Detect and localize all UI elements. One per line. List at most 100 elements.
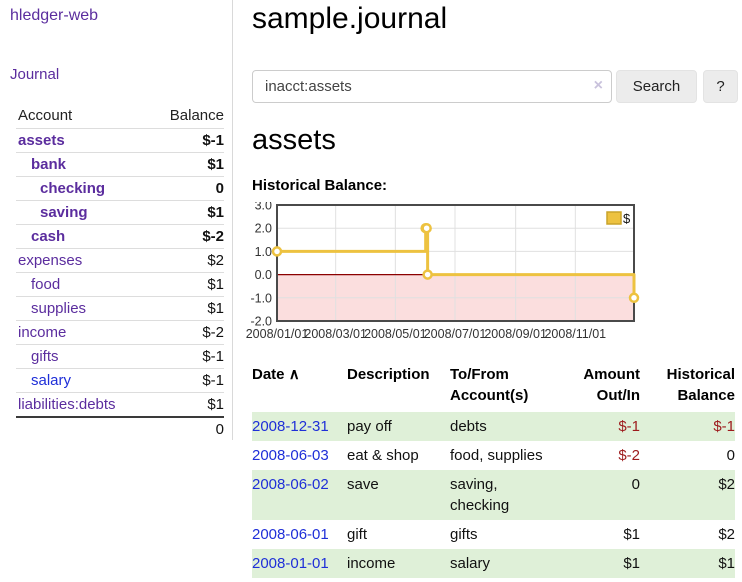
sort-ascending-icon: ∧ — [288, 366, 300, 383]
app-title-link[interactable]: hledger-web — [10, 7, 99, 24]
y-tick-label: -2.0 — [250, 315, 272, 329]
transaction-date-link[interactable]: 2008-06-03 — [252, 447, 329, 464]
account-balance: $-1 — [150, 128, 224, 153]
x-tick-label: 2008/01/01 — [246, 327, 309, 341]
account-link-saving[interactable]: saving — [40, 203, 88, 221]
account-row: assets $-1 — [16, 128, 224, 153]
account-balance: $1 — [150, 152, 224, 177]
amount-column-header: Amount Out/In — [583, 366, 640, 404]
account-row: bank $1 — [16, 152, 224, 177]
search-input[interactable] — [252, 70, 612, 103]
transaction-accounts: gifts — [450, 526, 478, 543]
transaction-accounts: food, supplies — [450, 447, 543, 464]
accounts-column-header: To/From Account(s) — [450, 366, 529, 404]
account-link-checking[interactable]: checking — [40, 179, 106, 197]
account-row: income $-2 — [16, 320, 224, 345]
account-heading: assets — [252, 124, 336, 156]
transaction-description: save — [347, 476, 379, 493]
accounts-table-header: Account Balance — [16, 104, 224, 129]
account-balance: 0 — [150, 176, 224, 201]
transaction-description: eat & shop — [347, 447, 419, 464]
account-balance: $1 — [150, 200, 224, 225]
sidebar-divider — [232, 0, 233, 440]
account-row: checking 0 — [16, 176, 224, 201]
y-tick-label: -1.0 — [250, 291, 272, 305]
transaction-date-link[interactable]: 2008-06-01 — [252, 526, 329, 543]
account-row: salary $-1 — [16, 368, 224, 393]
account-row: liabilities:debts $1 — [16, 392, 224, 417]
page-title: sample.journal — [252, 2, 448, 35]
transaction-balance: $2 — [718, 526, 735, 543]
y-tick-label: 1.0 — [255, 245, 272, 259]
sidebar-item-journal[interactable]: Journal — [10, 66, 60, 83]
transaction-amount: $-1 — [618, 418, 640, 435]
account-link-bank[interactable]: bank — [31, 155, 67, 173]
accounts-total-row: 0 — [16, 415, 224, 441]
y-tick-label: 3.0 — [255, 202, 272, 213]
account-row: expenses $2 — [16, 248, 224, 273]
data-point-marker — [271, 246, 283, 257]
account-link-income[interactable]: income — [18, 323, 67, 341]
data-point-marker — [628, 292, 640, 304]
legend-swatch-icon — [606, 211, 622, 225]
account-row: saving $1 — [16, 200, 224, 225]
account-row: gifts $-1 — [16, 344, 224, 369]
historical-balance-chart: $3.0 2.0 1.0 0.0 -1.0 -2.0 2008/01/01 2008/03/0… — [245, 199, 641, 351]
date-column-header[interactable]: Date ∧ — [252, 366, 300, 383]
description-column-header: Description — [347, 366, 430, 383]
register-header-row: Date ∧ Description To/From Account(s) Am… — [252, 362, 735, 412]
transaction-balance: $2 — [718, 476, 735, 493]
account-link-liabilities-debts[interactable]: liabilities:debts — [18, 395, 116, 413]
account-balance: $2 — [150, 248, 224, 273]
clear-search-icon[interactable]: × — [593, 77, 603, 94]
account-balance: $1 — [150, 296, 224, 321]
account-link-supplies[interactable]: supplies — [31, 299, 87, 317]
accounts-balance-table: Account Balance assets $-1 bank $1 checking 0… — [16, 104, 224, 441]
x-tick-label: 2008/11/01 — [544, 327, 606, 341]
account-link-salary[interactable]: salary — [31, 371, 72, 389]
account-balance: $1 — [150, 392, 224, 417]
transaction-amount: $-2 — [618, 447, 640, 464]
plot-border — [276, 204, 635, 322]
accounts-total-value: 0 — [150, 415, 224, 441]
transaction-date-link[interactable]: 2008-06-02 — [252, 476, 329, 493]
chart-svg: $3.0 2.0 1.0 0.0 -1.0 -2.02008/01/012008/03/0… — [246, 199, 640, 341]
register-row: 2008-06-01 gift gifts $1 $2 — [252, 520, 735, 549]
transaction-amount: 0 — [631, 476, 640, 493]
transaction-balance: $-1 — [713, 418, 735, 435]
transaction-description: pay off — [347, 418, 392, 435]
register-row: 2008-06-03 eat & shop food, supplies $-2 0 — [252, 441, 735, 470]
account-link-gifts[interactable]: gifts — [31, 347, 59, 365]
transaction-description: income — [347, 555, 396, 572]
account-balance: $-2 — [150, 320, 224, 345]
account-balance: $-1 — [150, 368, 224, 393]
accounts-total-spacer — [16, 415, 151, 441]
transaction-date-link[interactable]: 2008-12-31 — [252, 418, 329, 435]
register-table: Date ∧ Description To/From Account(s) Am… — [252, 362, 735, 578]
transaction-balance: $1 — [718, 555, 735, 572]
historical-balance-label: Historical Balance: — [252, 177, 388, 194]
x-tick-label: 2008/03/01 — [304, 327, 367, 341]
x-tick-label: 2008/09/01 — [484, 327, 547, 341]
account-row: supplies $1 — [16, 296, 224, 321]
account-link-assets[interactable]: assets — [18, 131, 65, 149]
account-row: cash $-2 — [16, 224, 224, 249]
register-row: 2008-01-01 income salary $1 $1 — [252, 549, 735, 578]
x-tick-label: 2008/07/01 — [424, 327, 487, 341]
transaction-date-link[interactable]: 2008-01-01 — [252, 555, 329, 572]
help-button[interactable]: ? — [703, 70, 738, 103]
account-column-header: Account — [16, 104, 151, 129]
account-link-cash[interactable]: cash — [31, 227, 66, 245]
account-link-expenses[interactable]: expenses — [18, 251, 83, 269]
account-link-food[interactable]: food — [31, 275, 61, 293]
transaction-description: gift — [347, 526, 368, 543]
transaction-amount: $1 — [623, 526, 640, 543]
balance-column-header-main: Historical Balance — [666, 366, 735, 404]
y-tick-label: 2.0 — [255, 222, 272, 236]
search-button[interactable]: Search — [616, 70, 697, 103]
y-tick-label: 0.0 — [255, 268, 272, 282]
register-row: 2008-06-02 save saving, checking 0 $2 — [252, 470, 735, 520]
transaction-accounts: debts — [450, 418, 487, 435]
x-tick-label: 2008/05/01 — [364, 327, 427, 341]
